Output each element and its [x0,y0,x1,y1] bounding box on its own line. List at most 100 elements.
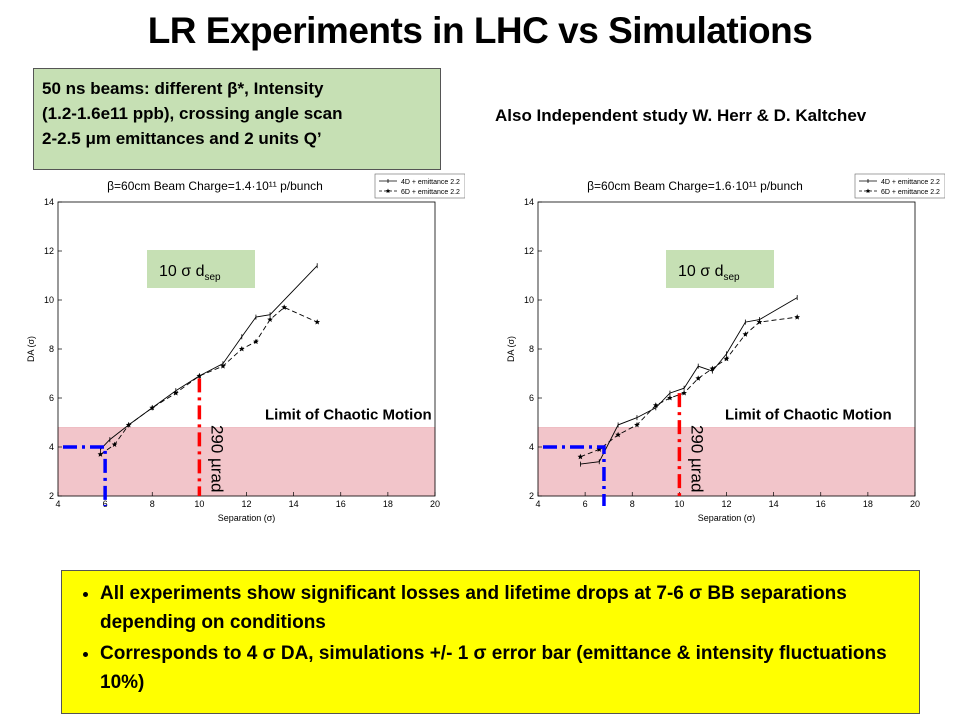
y-tick-label: 2 [49,491,54,501]
chart-svg: β=60cm Beam Charge=1.6·10¹¹ p/bunch 4D + … [506,173,945,523]
x-tick-label: 8 [630,499,635,509]
data-point [653,402,659,408]
series-6d [97,304,320,457]
y-axis-label: DA (σ) [26,336,36,362]
chart-svg: β=60cm Beam Charge=1.4·10¹¹ p/bunch 4D + … [26,173,465,523]
legend: 4D + emittance 2.2 6D + emittance 2.2 [854,173,945,199]
data-point [125,421,132,428]
x-axis-label: Separation (σ) [698,513,756,523]
y-tick-label: 8 [49,344,54,354]
chart-title: β=60cm Beam Charge=1.6·10¹¹ p/bunch [587,179,803,193]
annotation-box [666,250,774,288]
y-tick-label: 12 [44,246,54,256]
conditions-line-1: 50 ns beams: different β*, Intensity [42,79,324,98]
x-tick-label: 10 [674,499,684,509]
x-tick-label: 18 [863,499,873,509]
data-point [596,446,603,452]
x-tick-label: 6 [583,499,588,509]
y-tick-label: 10 [524,295,534,305]
data-point [149,404,156,411]
data-point [173,390,179,396]
angle-label: 290 µrad [207,425,226,492]
conclusion-bullet-2: Corresponds to 4 σ DA, simulations +/- 1… [100,639,909,697]
data-point [314,319,320,325]
data-point [634,421,640,428]
y-tick-label: 2 [529,491,534,501]
y-tick-label: 10 [44,295,54,305]
x-tick-label: 4 [535,499,540,509]
annotation-box [147,250,255,288]
conditions-line-3: 2-2.5 μm emittances and 2 units Q’ [42,129,322,148]
legend-label: 6D + emittance 2.2 [881,189,940,196]
conditions-box: 50 ns beams: different β*, Intensity (1.… [33,68,441,170]
x-tick-label: 6 [103,499,108,509]
legend-label: 4D + emittance 2.2 [401,179,460,186]
x-tick-label: 16 [336,499,346,509]
x-tick-label: 20 [910,499,920,509]
data-point [756,319,763,325]
data-point [196,372,203,379]
conclusion-bullet-1: All experiments show significant losses … [100,579,909,637]
data-point [97,451,104,457]
y-tick-label: 4 [49,442,54,452]
data-point [681,390,687,396]
x-tick-label: 10 [194,499,204,509]
y-tick-label: 4 [529,442,534,452]
angle-label: 290 µrad [687,425,706,492]
data-point [667,395,673,401]
data-point [615,431,621,438]
data-point [577,453,584,460]
separation-annotation: 10 σ dsep [147,250,255,288]
x-tick-label: 18 [383,499,393,509]
y-tick-label: 14 [524,197,534,207]
y-tick-label: 8 [529,344,534,354]
y-tick-label: 12 [524,246,534,256]
x-tick-label: 12 [241,499,251,509]
x-tick-label: 20 [430,499,440,509]
x-tick-label: 8 [150,499,155,509]
x-tick-label: 14 [769,499,779,509]
chaotic-limit-label: Limit of Chaotic Motion [725,406,892,423]
chaotic-limit-label: Limit of Chaotic Motion [265,406,432,423]
y-tick-label: 6 [529,393,534,403]
annotation-subscript: sep [204,272,221,283]
legend-star-marker [865,188,871,193]
data-point [695,375,702,381]
data-point [220,363,226,369]
conclusions-list: All experiments show significant losses … [72,579,909,697]
data-point [794,314,800,320]
x-tick-label: 14 [289,499,299,509]
series-line [100,306,318,455]
da-marker-line [543,445,606,506]
data-point [111,441,118,447]
da-marker-line [63,445,107,506]
data-point [723,355,730,362]
data-point [253,338,259,345]
y-tick-label: 14 [44,197,54,207]
annotation-subscript: sep [723,272,740,283]
da-vs-separation-chart-left: β=60cm Beam Charge=1.4·10¹¹ p/bunch 4D + … [25,170,465,530]
legend-frame [854,173,945,199]
data-point [742,331,749,337]
series-6d [577,314,800,460]
chaotic-limit-band [537,427,916,497]
legend-label: 4D + emittance 2.2 [881,179,940,186]
x-tick-label: 16 [816,499,826,509]
y-axis-label: DA (σ) [506,336,516,362]
series-4d [100,263,318,452]
chaotic-limit-band [57,427,436,497]
legend-star-marker [385,188,391,193]
slide-title: LR Experiments in LHC vs Simulations [147,10,813,51]
legend-label: 6D + emittance 2.2 [401,189,460,196]
x-axis-label: Separation (σ) [218,513,276,523]
separation-annotation: 10 σ dsep [666,250,774,288]
chart-title: β=60cm Beam Charge=1.4·10¹¹ p/bunch [107,179,323,193]
y-tick-label: 6 [49,393,54,403]
data-point [238,346,245,352]
da-vs-separation-chart-right: β=60cm Beam Charge=1.6·10¹¹ p/bunch 4D + … [505,170,945,530]
data-point [709,365,716,371]
x-tick-label: 4 [55,499,60,509]
independent-study-note: Also Independent study W. Herr & D. Kalt… [495,106,867,125]
data-point [267,316,273,322]
conclusions-box: All experiments show significant losses … [61,570,920,714]
